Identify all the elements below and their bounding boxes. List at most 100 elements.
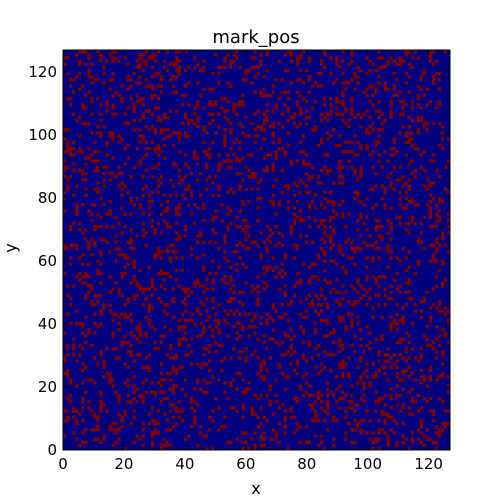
heatmap-cell (156, 71, 161, 76)
heatmap-cell (205, 390, 209, 395)
heatmap-cell (419, 353, 424, 357)
heatmap-cell (262, 340, 266, 345)
heatmap-cell (283, 375, 288, 379)
heatmap-cell (341, 150, 345, 154)
heatmap-cell (332, 128, 336, 132)
heatmap-cell (156, 178, 161, 182)
heatmap-cell (108, 309, 112, 313)
heatmap-cell (353, 409, 357, 413)
heatmap-cell (437, 215, 442, 220)
heatmap-cell (177, 175, 182, 179)
heatmap-cell (286, 96, 291, 101)
heatmap-cell (329, 281, 333, 285)
heatmap-cell (301, 159, 306, 163)
heatmap-cell (401, 371, 405, 376)
heatmap-cell (428, 159, 433, 163)
heatmap-cell (253, 315, 257, 320)
heatmap-cell (316, 143, 321, 148)
heatmap-cell (389, 365, 393, 370)
heatmap-cell (156, 190, 161, 195)
heatmap-cell (174, 56, 179, 60)
heatmap-cell (199, 431, 203, 435)
heatmap-cell (392, 153, 396, 157)
heatmap-cell (274, 434, 278, 438)
heatmap-cell (202, 268, 206, 273)
heatmap-cell (377, 418, 381, 423)
heatmap-cell (398, 190, 402, 195)
heatmap-cell (446, 340, 451, 345)
heatmap-cell (256, 243, 260, 248)
heatmap-cell (326, 303, 330, 307)
heatmap-cell (138, 53, 142, 57)
heatmap-cell (99, 440, 103, 445)
heatmap-cell (434, 350, 439, 354)
heatmap-cell (356, 81, 360, 85)
heatmap-cell (226, 321, 230, 326)
heatmap-cell (365, 215, 369, 220)
heatmap-cell (156, 115, 161, 120)
heatmap-cell (186, 343, 191, 348)
heatmap-cell (316, 443, 321, 448)
heatmap-cell (223, 128, 227, 132)
heatmap-cell (301, 181, 306, 185)
heatmap-cell (341, 346, 345, 351)
heatmap-cell (238, 350, 242, 354)
heatmap-cell (323, 350, 327, 354)
heatmap-cell (431, 346, 436, 351)
heatmap-cell (338, 340, 342, 345)
heatmap-cell (90, 253, 94, 257)
heatmap-cell (286, 90, 291, 95)
heatmap-cell (307, 190, 312, 195)
heatmap-cell (437, 300, 442, 304)
heatmap-cell (177, 65, 182, 70)
heatmap-cell (419, 309, 424, 313)
heatmap-cell (135, 353, 139, 357)
heatmap-cell (183, 309, 188, 313)
heatmap-cell (295, 271, 300, 276)
heatmap-cell (329, 109, 333, 113)
heatmap-cell (129, 318, 133, 323)
heatmap-cell (323, 418, 327, 423)
heatmap-cell (326, 112, 330, 116)
heatmap-cell (431, 75, 436, 79)
heatmap-cell (66, 128, 70, 132)
heatmap-cell (310, 356, 315, 360)
heatmap-cell (69, 150, 73, 154)
heatmap-cell (208, 428, 212, 432)
heatmap-cell (407, 221, 411, 226)
heatmap-cell (259, 93, 263, 98)
heatmap-cell (362, 418, 366, 423)
heatmap-cell (356, 321, 360, 326)
heatmap-cell (353, 250, 357, 254)
heatmap-cell (159, 250, 164, 254)
heatmap-cell (135, 284, 139, 288)
heatmap-cell (208, 381, 212, 385)
heatmap-cell (96, 300, 100, 304)
heatmap-cell (117, 315, 121, 320)
heatmap-cell (262, 359, 266, 363)
heatmap-cell (410, 371, 415, 376)
heatmap-cell (87, 71, 91, 76)
heatmap-cell (126, 300, 130, 304)
heatmap-cell (114, 356, 118, 360)
heatmap-cell (277, 421, 281, 426)
heatmap-cell (335, 212, 339, 216)
heatmap-cell (313, 128, 318, 132)
heatmap-cell (87, 121, 91, 126)
heatmap-cell (262, 443, 266, 448)
heatmap-cell (446, 212, 451, 216)
heatmap-cell (159, 118, 164, 123)
heatmap-cell (214, 215, 218, 220)
heatmap-cell (90, 96, 94, 101)
heatmap-cell (323, 50, 327, 54)
heatmap-cell (84, 171, 88, 176)
heatmap-cell (241, 431, 245, 435)
heatmap-cell (141, 134, 145, 138)
heatmap-cell (177, 131, 182, 135)
heatmap-cell (220, 278, 224, 282)
heatmap-cell (341, 118, 345, 123)
heatmap-cell (247, 200, 251, 204)
heatmap-cell (344, 325, 348, 329)
heatmap-cell (232, 346, 236, 351)
heatmap-cell (78, 71, 82, 76)
